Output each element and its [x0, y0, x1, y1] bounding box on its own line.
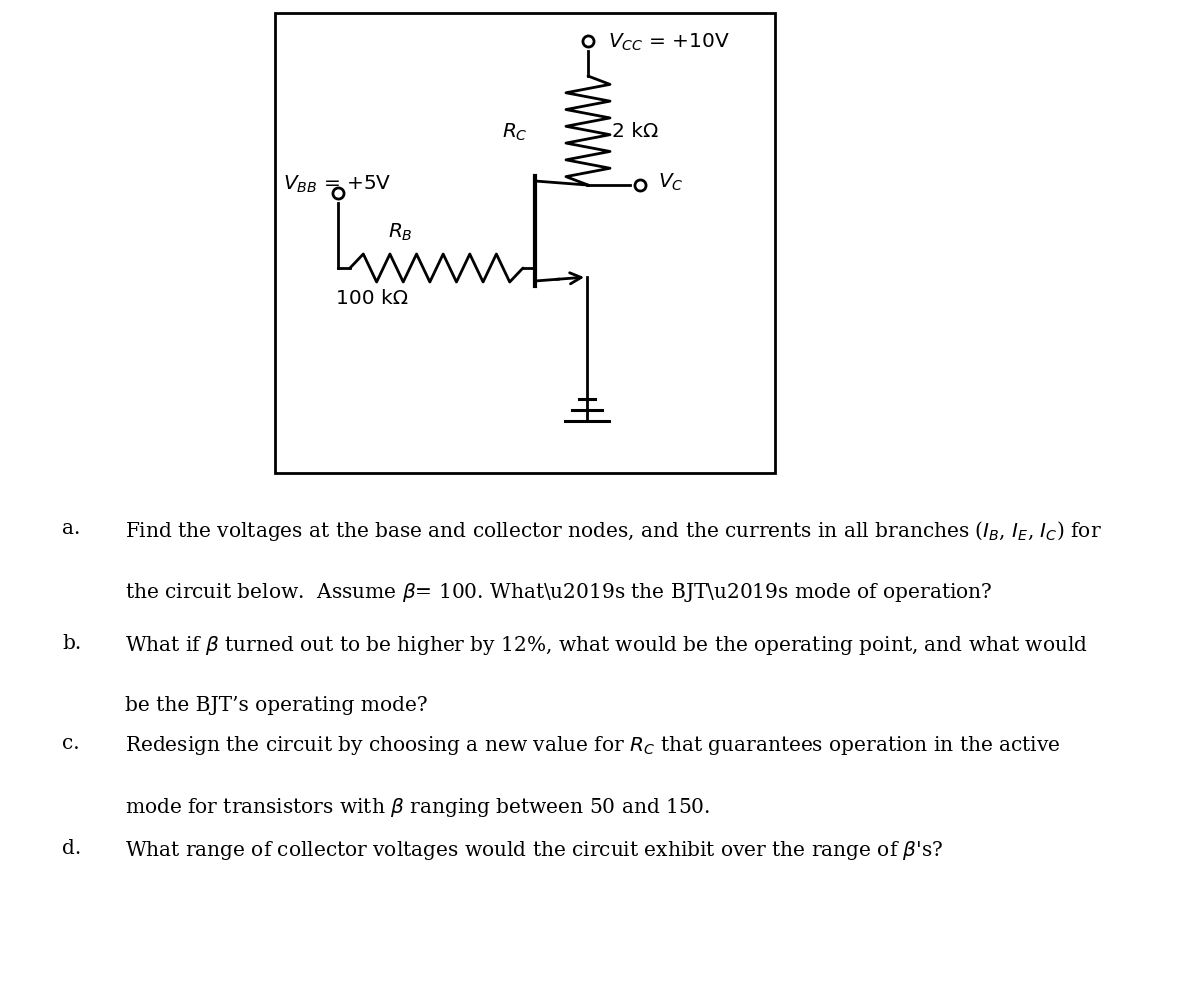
Text: the circuit below.  Assume $\beta$= 100. What\u2019s the BJT\u2019s mode of oper: the circuit below. Assume $\beta$= 100. … — [125, 581, 992, 604]
Text: mode for transistors with $\beta$ ranging between 50 and 150.: mode for transistors with $\beta$ rangin… — [125, 795, 710, 818]
Text: a.: a. — [62, 519, 80, 538]
Text: What range of collector voltages would the circuit exhibit over the range of $\b: What range of collector voltages would t… — [125, 839, 943, 862]
Text: Redesign the circuit by choosing a new value for $R_C$ that guarantees operation: Redesign the circuit by choosing a new v… — [125, 733, 1061, 756]
Text: $V_{BB}$ = +5V: $V_{BB}$ = +5V — [283, 174, 391, 195]
Text: be the BJT’s operating mode?: be the BJT’s operating mode? — [125, 695, 427, 714]
Text: $R_C$: $R_C$ — [503, 121, 528, 142]
Text: d.: d. — [62, 839, 82, 858]
Text: 100 kΩ: 100 kΩ — [336, 289, 408, 308]
Text: c.: c. — [62, 733, 79, 752]
Text: What if $\beta$ turned out to be higher by 12%, what would be the operating poin: What if $\beta$ turned out to be higher … — [125, 633, 1088, 656]
Text: $R_B$: $R_B$ — [388, 221, 413, 243]
Text: $V_{CC}$ = +10V: $V_{CC}$ = +10V — [608, 31, 730, 52]
Text: b.: b. — [62, 633, 82, 652]
Text: 2 kΩ: 2 kΩ — [612, 122, 659, 141]
Text: $V_C$: $V_C$ — [658, 172, 684, 193]
Text: Find the voltages at the base and collector nodes, and the currents in all branc: Find the voltages at the base and collec… — [125, 519, 1102, 543]
Bar — [275, 14, 775, 473]
